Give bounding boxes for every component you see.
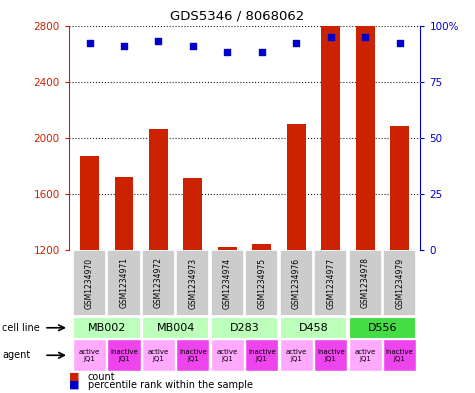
Text: D458: D458 — [299, 323, 328, 333]
Bar — [107, 340, 141, 371]
Text: GSM1234978: GSM1234978 — [361, 257, 370, 309]
Bar — [183, 178, 202, 250]
Bar — [349, 250, 382, 316]
Text: ■: ■ — [69, 380, 79, 390]
Bar — [211, 340, 244, 371]
Text: GSM1234972: GSM1234972 — [154, 257, 163, 309]
Text: inactive
JQ1: inactive JQ1 — [179, 349, 207, 362]
Bar — [356, 26, 375, 250]
Point — [293, 40, 300, 47]
Bar — [218, 247, 237, 250]
Bar — [287, 123, 306, 250]
Text: D283: D283 — [230, 323, 259, 333]
Bar — [245, 250, 278, 316]
Text: inactive
JQ1: inactive JQ1 — [248, 349, 276, 362]
Text: ■: ■ — [69, 372, 79, 382]
Bar — [142, 340, 175, 371]
Text: GSM1234973: GSM1234973 — [189, 257, 198, 309]
Bar — [73, 250, 106, 316]
Bar — [149, 129, 168, 250]
Point — [396, 40, 403, 47]
Bar — [349, 316, 416, 339]
Bar — [176, 340, 209, 371]
Bar — [314, 250, 347, 316]
Text: D556: D556 — [368, 323, 397, 333]
Text: MB004: MB004 — [157, 323, 195, 333]
Bar — [280, 316, 347, 339]
Text: GSM1234971: GSM1234971 — [120, 257, 129, 309]
Text: active
JQ1: active JQ1 — [285, 349, 307, 362]
Bar — [314, 340, 347, 371]
Bar — [73, 316, 141, 339]
Bar — [176, 250, 209, 316]
Text: percentile rank within the sample: percentile rank within the sample — [88, 380, 253, 390]
Point — [224, 49, 231, 55]
Text: GSM1234977: GSM1234977 — [326, 257, 335, 309]
Bar — [114, 177, 133, 250]
Text: GSM1234974: GSM1234974 — [223, 257, 232, 309]
Point — [120, 42, 128, 49]
Text: GSM1234979: GSM1234979 — [395, 257, 404, 309]
Point — [258, 49, 266, 55]
Text: GSM1234975: GSM1234975 — [257, 257, 266, 309]
Bar — [280, 250, 313, 316]
Text: agent: agent — [2, 350, 30, 360]
Bar — [321, 26, 340, 250]
Text: GDS5346 / 8068062: GDS5346 / 8068062 — [171, 10, 304, 23]
Bar — [245, 340, 278, 371]
Text: active
JQ1: active JQ1 — [355, 349, 376, 362]
Text: GSM1234976: GSM1234976 — [292, 257, 301, 309]
Bar — [211, 316, 278, 339]
Bar — [80, 156, 99, 250]
Text: cell line: cell line — [2, 323, 40, 333]
Bar — [383, 250, 416, 316]
Bar — [280, 340, 313, 371]
Bar — [252, 244, 271, 250]
Bar — [349, 340, 382, 371]
Text: GSM1234970: GSM1234970 — [85, 257, 94, 309]
Point — [189, 42, 197, 49]
Bar — [142, 250, 175, 316]
Bar — [383, 340, 416, 371]
Text: active
JQ1: active JQ1 — [79, 349, 100, 362]
Bar — [211, 250, 244, 316]
Bar — [390, 127, 409, 250]
Point — [86, 40, 94, 47]
Bar — [107, 250, 141, 316]
Text: inactive
JQ1: inactive JQ1 — [317, 349, 345, 362]
Bar — [73, 340, 106, 371]
Text: MB002: MB002 — [87, 323, 126, 333]
Point — [361, 33, 369, 40]
Text: inactive
JQ1: inactive JQ1 — [386, 349, 414, 362]
Bar — [142, 316, 209, 339]
Point — [327, 33, 334, 40]
Text: inactive
JQ1: inactive JQ1 — [110, 349, 138, 362]
Text: active
JQ1: active JQ1 — [217, 349, 238, 362]
Text: active
JQ1: active JQ1 — [148, 349, 169, 362]
Point — [155, 38, 162, 44]
Text: count: count — [88, 372, 115, 382]
